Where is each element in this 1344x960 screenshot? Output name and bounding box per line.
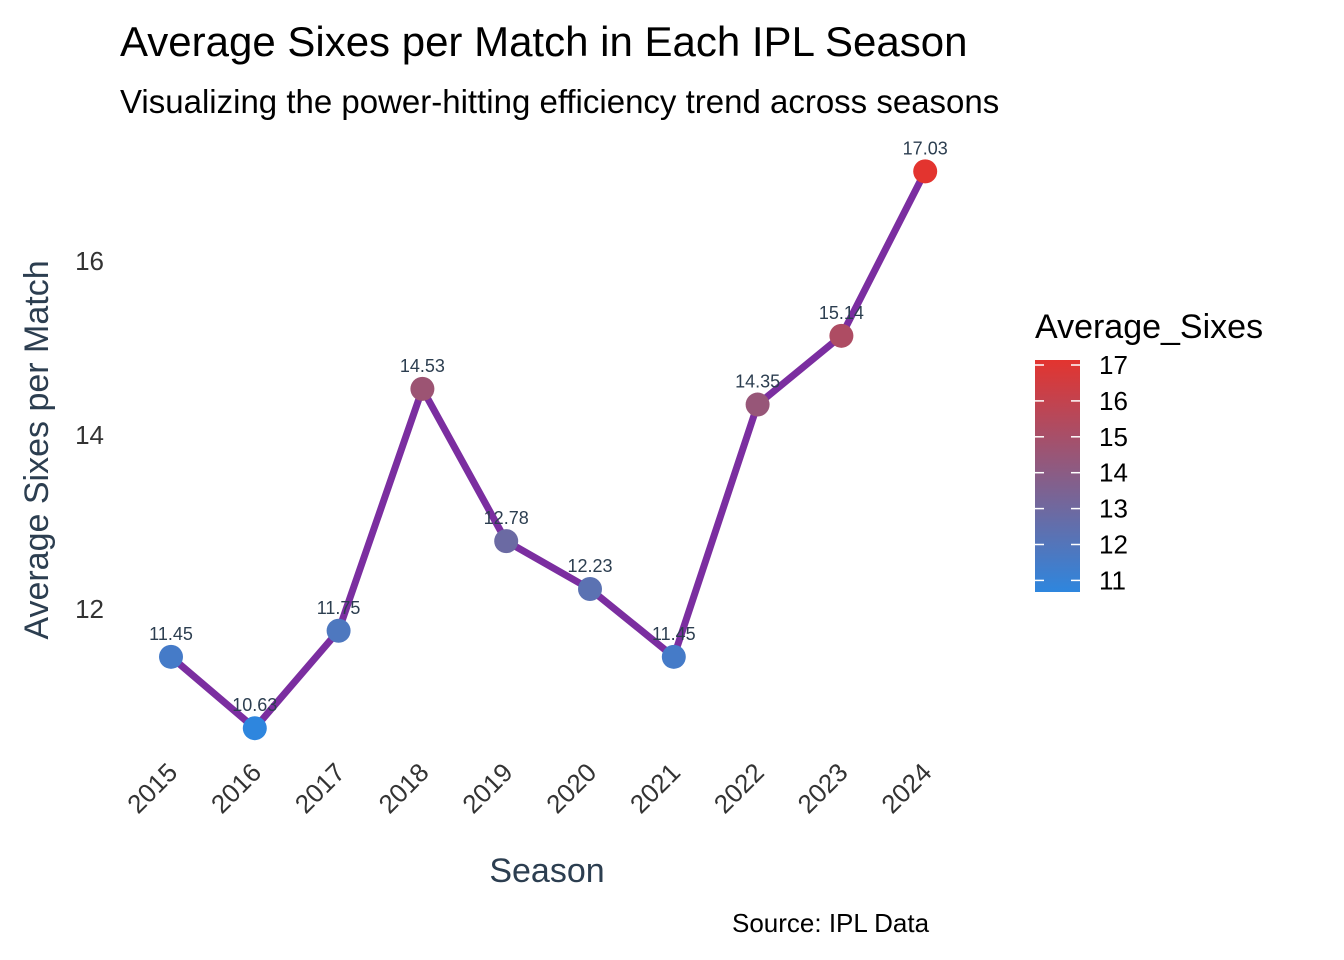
data-point — [494, 529, 519, 554]
x-tick-label: 2023 — [792, 757, 854, 819]
x-tick-label: 2019 — [456, 757, 518, 819]
y-tick-label: 16 — [75, 246, 104, 276]
legend-tick-label: 12 — [1099, 530, 1128, 560]
x-tick-label: 2022 — [708, 757, 770, 819]
data-point — [578, 576, 602, 601]
legend-tick-label: 13 — [1099, 494, 1128, 524]
data-point — [913, 159, 938, 184]
data-label: 11.45 — [149, 624, 193, 644]
y-tick-label: 14 — [75, 420, 104, 450]
data-label: 17.03 — [903, 138, 948, 158]
data-point — [745, 392, 770, 417]
x-tick-label: 2024 — [875, 757, 937, 819]
chart-caption: Source: IPL Data — [732, 908, 930, 938]
legend-ticks: 17 16 15 14 13 12 11 — [1035, 350, 1128, 595]
data-point — [326, 618, 351, 643]
legend-tick-label: 17 — [1099, 350, 1128, 380]
chart-subtitle: Visualizing the power-hitting efficiency… — [120, 83, 999, 120]
series-average-sixes: 11.45 10.63 11.75 14.53 12.78 12.23 11.45 14.35… — [149, 138, 948, 741]
legend-tick-label: 14 — [1099, 458, 1128, 488]
x-tick-label: 2017 — [289, 757, 351, 819]
data-point — [159, 644, 183, 669]
data-point — [410, 376, 435, 401]
x-tick-label: 2018 — [373, 757, 435, 819]
x-axis-title: Season — [489, 852, 604, 890]
data-point — [829, 323, 854, 348]
legend: Average_Sixes 17 16 15 14 13 12 11 — [1035, 308, 1263, 595]
x-tick-label: 2015 — [121, 757, 183, 819]
x-axis: 2015 2016 2017 2018 2019 2020 2021 2022 2023 2024 — [121, 757, 937, 819]
data-label: 11.75 — [317, 598, 361, 618]
y-axis-title: Average Sixes per Match — [18, 260, 56, 639]
data-label: 10.63 — [232, 695, 277, 715]
legend-tick-label: 11 — [1099, 565, 1126, 595]
legend-color-bar — [1035, 360, 1080, 592]
data-label: 12.78 — [484, 508, 529, 528]
data-label: 12.23 — [567, 556, 612, 576]
series-line — [167, 167, 929, 732]
legend-title: Average_Sixes — [1035, 308, 1263, 346]
legend-tick-label: 16 — [1099, 386, 1128, 416]
x-tick-label: 2016 — [205, 757, 267, 819]
x-tick-label: 2020 — [540, 757, 602, 819]
chart-title: Average Sixes per Match in Each IPL Seas… — [120, 18, 968, 65]
data-point — [661, 644, 686, 669]
data-label: 15.14 — [819, 303, 864, 323]
legend-tick-label: 15 — [1099, 422, 1128, 452]
data-label: 14.35 — [735, 372, 780, 392]
data-label: 14.53 — [400, 356, 445, 376]
x-tick-label: 2021 — [624, 757, 686, 819]
y-axis: 12 14 16 — [75, 246, 104, 624]
y-tick-label: 12 — [75, 594, 104, 624]
data-label: 11.45 — [652, 624, 696, 644]
data-point — [242, 716, 267, 741]
